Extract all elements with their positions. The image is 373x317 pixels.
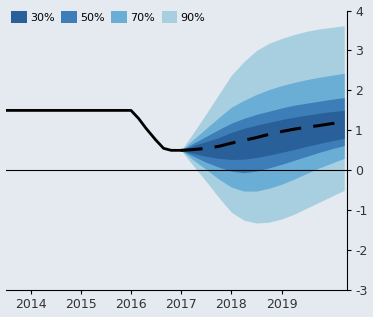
Legend: 30%, 50%, 70%, 90%: 30%, 50%, 70%, 90% bbox=[11, 10, 206, 23]
